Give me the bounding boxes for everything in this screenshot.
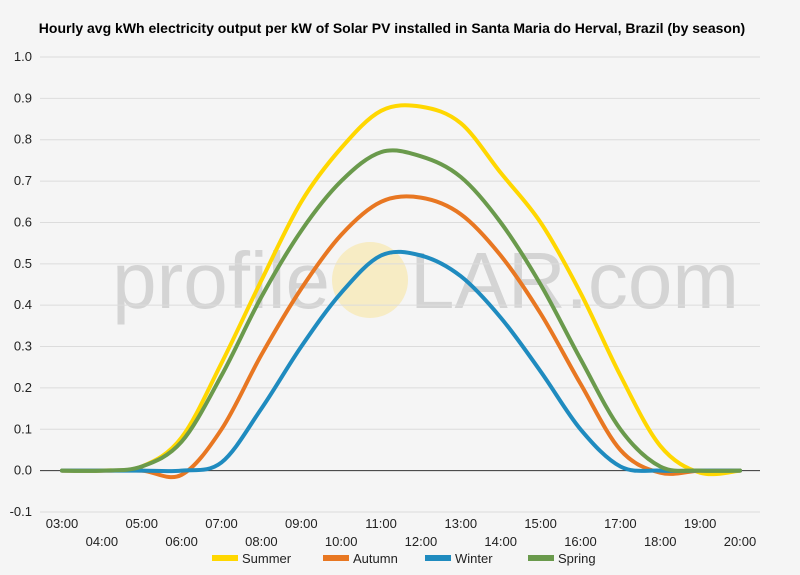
y-tick-label: 0.0: [14, 463, 32, 478]
series-line-autumn: [60, 194, 742, 480]
x-tick-label: 11:00: [365, 516, 397, 531]
legend-swatch: [323, 555, 349, 561]
series-lines: [60, 103, 742, 480]
y-tick-label: 0.2: [14, 380, 32, 395]
legend: Summer Autumn Winter Spring: [212, 551, 596, 566]
watermark-text-left: profile: [112, 236, 330, 325]
y-tick-label: 0.6: [14, 214, 32, 229]
x-tick-label: 15:00: [524, 516, 557, 531]
x-tick-label: 07:00: [205, 516, 238, 531]
x-tick-label: 19:00: [684, 516, 717, 531]
x-tick-label: 17:00: [604, 516, 637, 531]
legend-swatch: [212, 555, 238, 561]
y-tick-label: 0.3: [14, 339, 32, 354]
legend-item-summer: Summer: [212, 551, 292, 566]
series-line-summer: [60, 103, 742, 477]
y-tick-label: 0.8: [14, 132, 32, 147]
series-line-spring: [60, 148, 742, 473]
legend-swatch: [528, 555, 554, 561]
legend-swatch: [425, 555, 451, 561]
y-tick-label: 1.0: [14, 49, 32, 64]
x-tick-label: 06:00: [165, 534, 198, 549]
y-tick-label: 0.9: [14, 90, 32, 105]
x-tick-label: 04:00: [86, 534, 119, 549]
legend-label: Spring: [558, 551, 596, 566]
legend-label: Autumn: [353, 551, 398, 566]
y-tick-label: 0.4: [14, 297, 32, 312]
x-tick-label: 03:00: [46, 516, 79, 531]
x-tick-label: 05:00: [125, 516, 158, 531]
x-tick-label: 18:00: [644, 534, 677, 549]
y-axis: 1.0 0.9 0.8 0.7 0.6 0.5 0.4 0.3 0.2 0.1 0.0 -0.1: [10, 49, 32, 519]
x-tick-label: 20:00: [724, 534, 757, 549]
y-tick-label: 0.5: [14, 256, 32, 271]
chart-title: Hourly avg kWh electricity output per kW…: [39, 20, 745, 36]
watermark: profile LAR.com: [112, 236, 739, 325]
x-tick-label: 16:00: [564, 534, 597, 549]
y-tick-label: 0.7: [14, 173, 32, 188]
legend-item-spring: Spring: [528, 551, 596, 566]
legend-label: Summer: [242, 551, 292, 566]
series-line-winter: [60, 249, 742, 474]
x-tick-label: 12:00: [405, 534, 438, 549]
x-tick-label: 10:00: [325, 534, 358, 549]
x-tick-label: 09:00: [285, 516, 318, 531]
legend-item-autumn: Autumn: [323, 551, 398, 566]
x-tick-label: 13:00: [445, 516, 478, 531]
legend-item-winter: Winter: [425, 551, 493, 566]
x-tick-label: 08:00: [245, 534, 278, 549]
legend-label: Winter: [455, 551, 493, 566]
y-tick-label: -0.1: [10, 504, 32, 519]
x-tick-label: 14:00: [484, 534, 517, 549]
x-axis: 03:00 04:00 05:00 06:00 07:00 08:00 09:00 10:00…: [46, 516, 757, 549]
y-tick-label: 0.1: [14, 421, 32, 436]
gridlines: [40, 56, 760, 513]
watermark-sun-icon: [332, 242, 408, 318]
